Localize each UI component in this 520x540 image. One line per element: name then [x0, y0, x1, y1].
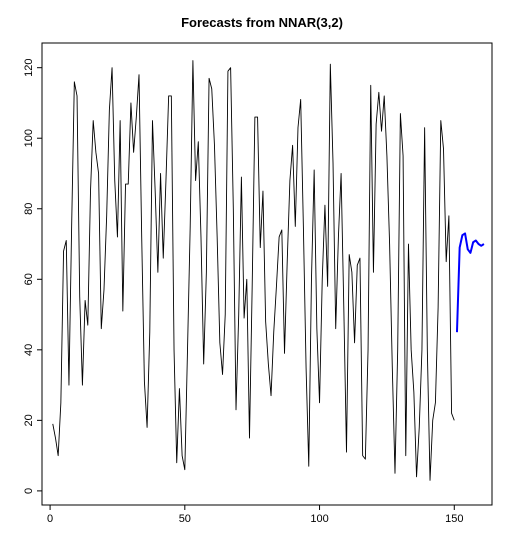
y-tick-label: 60 — [23, 273, 35, 285]
y-tick-label: 20 — [23, 414, 35, 426]
y-tick-label: 80 — [23, 203, 35, 215]
x-tick-label: 50 — [179, 513, 191, 525]
x-tick-label: 0 — [47, 513, 53, 525]
series-layer — [52, 60, 485, 481]
chart-title: Forecasts from NNAR(3,2) — [181, 15, 343, 30]
y-tick-label: 100 — [23, 129, 35, 147]
y-tick-label: 120 — [23, 59, 35, 77]
plot-frame — [41, 42, 493, 506]
y-tick-label: 40 — [23, 344, 35, 356]
series-line-forecast — [455, 232, 485, 333]
y-axis: 0 20 40 60 80 100 120 — [23, 59, 42, 494]
x-tick-label: 100 — [310, 513, 328, 525]
y-tick-label: 0 — [23, 488, 35, 494]
x-tick-label: 150 — [445, 513, 463, 525]
x-axis: 0 50 100 150 — [47, 505, 463, 525]
series-line-observed — [52, 60, 455, 481]
